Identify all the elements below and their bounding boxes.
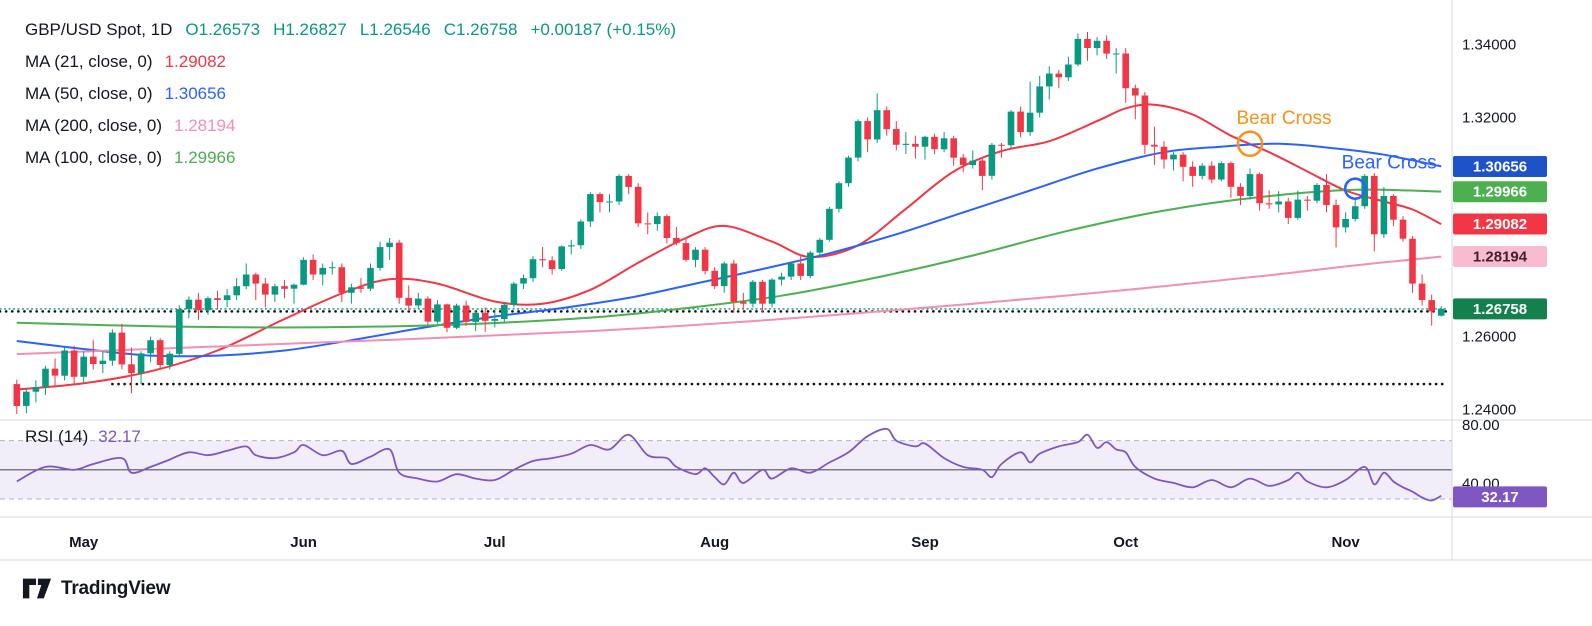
ma-200-line[interactable] xyxy=(16,255,1442,356)
rsi-line xyxy=(16,427,1442,502)
chart-legend: GBP/USD Spot, 1D O1.26573 H1.26827 L1.26… xyxy=(25,20,676,180)
svg-text:Bear Cross: Bear Cross xyxy=(1237,108,1332,129)
bear-cross-annotation[interactable] xyxy=(1343,177,1367,200)
rsi-band xyxy=(0,440,1452,500)
ma-200-label[interactable]: MA (200, close, 0) xyxy=(25,116,163,135)
ma-21-label[interactable]: MA (21, close, 0) xyxy=(25,52,153,71)
ma-21-line[interactable] xyxy=(16,103,1442,391)
ma-200-value: 1.28194 xyxy=(174,116,236,135)
level-lines xyxy=(0,308,1448,386)
svg-text:1.26758: 1.26758 xyxy=(1473,301,1527,318)
svg-text:1.29966: 1.29966 xyxy=(1473,184,1527,201)
price-axis[interactable]: 1.340001.320001.260001.2400080.0040.001.… xyxy=(1453,36,1547,508)
ma-50-line[interactable] xyxy=(16,142,1442,358)
svg-text:Aug: Aug xyxy=(700,534,729,551)
svg-text:May: May xyxy=(69,534,99,551)
svg-text:Nov: Nov xyxy=(1331,534,1360,551)
ma-legend-row-200: MA (200, close, 0) 1.28194 xyxy=(25,116,676,148)
svg-text:1.24000: 1.24000 xyxy=(1462,402,1516,419)
svg-text:Sep: Sep xyxy=(911,534,939,551)
tradingview-logo-icon xyxy=(22,578,52,599)
svg-text:32.17: 32.17 xyxy=(1481,489,1519,506)
ohlc-change: +0.00187 (+0.15%) xyxy=(530,20,677,39)
svg-text:Bear Cross: Bear Cross xyxy=(1342,153,1437,174)
time-axis[interactable]: May Jun Jul Aug Sep Oct Nov xyxy=(69,534,1360,551)
pane-separators xyxy=(0,0,1592,561)
candles-layer xyxy=(13,32,1445,414)
ma-50-label[interactable]: MA (50, close, 0) xyxy=(25,84,153,103)
chart-canvas[interactable]: Bear Cross Bear Cross 1.34000 1.32000 1.2600… xyxy=(0,0,1592,570)
svg-text:1.32000: 1.32000 xyxy=(1462,109,1516,126)
ma-legend-row-21: MA (21, close, 0) 1.29082 xyxy=(25,52,676,84)
svg-text:1.34000: 1.34000 xyxy=(1462,36,1516,53)
ma-legend-row-100: MA (100, close, 0) 1.29966 xyxy=(25,148,676,180)
ma-100-line[interactable] xyxy=(16,188,1442,329)
ohlc-open: O1.26573 xyxy=(185,20,261,39)
ma-100-value: 1.29966 xyxy=(174,148,236,167)
svg-text:1.28194: 1.28194 xyxy=(1473,248,1528,265)
rsi-current-value: 32.17 xyxy=(98,427,141,446)
svg-text:Oct: Oct xyxy=(1113,534,1138,551)
svg-text:Jul: Jul xyxy=(484,534,506,551)
ohlc-high: H1.26827 xyxy=(273,20,347,39)
ma-21-value: 1.29082 xyxy=(164,52,227,71)
symbol-title[interactable]: GBP/USD Spot, 1D xyxy=(25,20,173,39)
tradingview-branding[interactable]: TradingView xyxy=(22,577,171,600)
brand-name: TradingView xyxy=(61,577,171,599)
symbol-row: GBP/USD Spot, 1D O1.26573 H1.26827 L1.26… xyxy=(25,20,676,52)
svg-text:1.29082: 1.29082 xyxy=(1473,216,1527,233)
rsi-indicator-label[interactable]: RSI (14) xyxy=(25,427,89,446)
svg-text:1.26000: 1.26000 xyxy=(1462,329,1516,346)
ma-legend-row-50: MA (50, close, 0) 1.30656 xyxy=(25,84,676,116)
svg-text:80.00: 80.00 xyxy=(1462,417,1500,434)
rsi-legend: RSI (14) 32.17 xyxy=(25,427,141,447)
svg-text:1.30656: 1.30656 xyxy=(1473,159,1527,176)
ohlc-close: C1.26758 xyxy=(443,20,518,39)
ma-50-value: 1.30656 xyxy=(164,84,227,103)
ohlc-low: L1.26546 xyxy=(359,20,431,39)
ma-100-label[interactable]: MA (100, close, 0) xyxy=(25,148,163,167)
svg-text:Jun: Jun xyxy=(290,534,317,551)
bear-cross-annotation[interactable] xyxy=(1236,130,1264,158)
